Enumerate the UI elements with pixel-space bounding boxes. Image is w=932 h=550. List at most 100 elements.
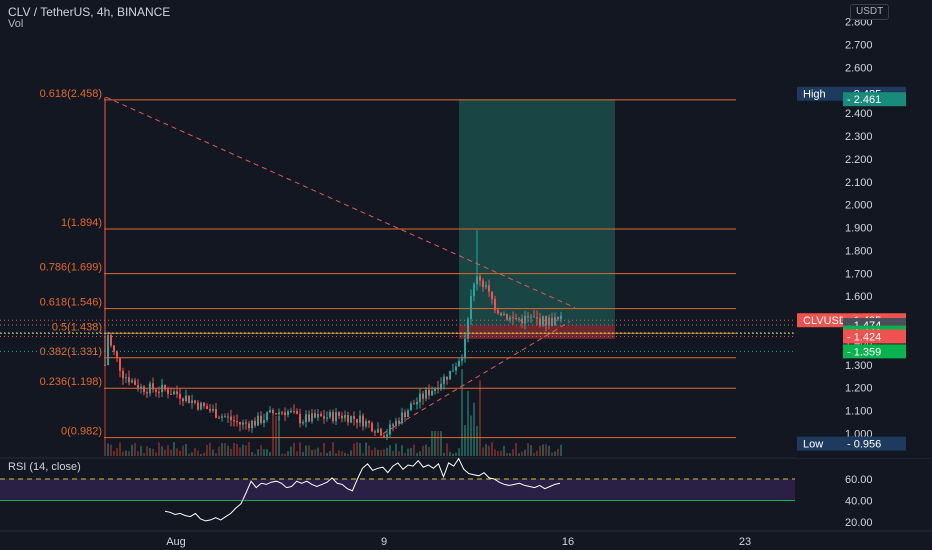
price-tick-label: 1.900 — [845, 223, 873, 235]
candle-body — [452, 370, 454, 372]
volume-bar — [212, 449, 214, 456]
volume-bar — [488, 445, 490, 456]
volume-bar — [218, 446, 220, 456]
volume-bar — [233, 443, 235, 456]
volume-bar — [245, 445, 247, 456]
price-tick-label: 1.200 — [845, 383, 873, 395]
candle-body — [344, 415, 346, 419]
volume-bar — [227, 445, 229, 456]
candle-body — [542, 316, 544, 326]
candle-body — [203, 402, 205, 406]
target-badge-value: - 2.461 — [847, 94, 881, 106]
volume-bar — [428, 446, 430, 456]
descending-trendline — [105, 96, 576, 309]
price-tick-label: 2.400 — [845, 108, 873, 120]
currency-button[interactable]: USDT — [850, 4, 890, 20]
volume-bar — [311, 449, 313, 456]
level-1359-badge-value-box — [843, 344, 906, 359]
candle-body — [299, 413, 301, 424]
volume-bar — [539, 446, 541, 456]
candle-body — [173, 391, 175, 395]
candle-body — [422, 393, 424, 399]
candle-body — [119, 358, 121, 371]
volume-bar — [170, 449, 172, 456]
time-tick-label: Aug — [166, 536, 186, 548]
symbol-title[interactable]: CLV / TetherUS, 4h, BINANCE — [8, 5, 171, 19]
volume-bar — [143, 452, 145, 456]
volume-bar — [137, 451, 139, 456]
fib-label: 0.618(2.458) — [40, 88, 102, 100]
price-tick-label: 2.000 — [845, 200, 873, 212]
volume-label: Vol — [8, 18, 24, 30]
candle-body — [164, 384, 166, 390]
volume-bar — [449, 451, 451, 456]
volume-bar — [209, 442, 211, 456]
candle-body — [560, 315, 562, 320]
candle-body — [533, 316, 535, 318]
candle-body — [239, 422, 241, 425]
candle-body — [521, 318, 523, 324]
candle-body — [518, 318, 520, 320]
candle-body — [170, 393, 172, 395]
candle-body — [233, 420, 235, 422]
candle-body — [125, 377, 127, 379]
candle-body — [371, 423, 373, 432]
candle-body — [398, 420, 400, 424]
candle-body — [116, 351, 118, 359]
volume-bar — [440, 431, 442, 456]
candle-body — [329, 412, 331, 418]
volume-bar — [452, 453, 454, 456]
volume-bar — [503, 445, 505, 456]
volume-bar — [407, 448, 409, 456]
volume-bar — [434, 431, 436, 456]
candle-body — [320, 414, 322, 417]
candle-body — [515, 317, 517, 320]
volume-bar — [479, 380, 481, 456]
candle-body — [152, 383, 154, 390]
candle-body — [269, 410, 271, 413]
candle-body — [389, 424, 391, 435]
fib-label: 0.382(1.331) — [40, 346, 102, 358]
volume-bar — [374, 447, 376, 456]
candle-body — [455, 366, 457, 371]
volume-bar — [329, 451, 331, 456]
volume-bar — [155, 452, 157, 456]
candle-body — [500, 313, 502, 316]
rsi-label[interactable]: RSI (14, close) — [8, 461, 81, 473]
candle-body — [254, 420, 256, 426]
candle-body — [350, 416, 352, 423]
candle-body — [305, 414, 307, 423]
volume-bar — [401, 445, 403, 456]
volume-bar — [278, 416, 280, 456]
candle-body — [191, 400, 193, 403]
position-zones — [459, 99, 615, 339]
candlesticks — [104, 97, 562, 440]
volume-bar — [467, 391, 469, 456]
volume-bar — [521, 451, 523, 456]
volume-bar — [236, 444, 238, 456]
volume-bar — [131, 444, 133, 456]
volume-bar — [557, 448, 559, 456]
candle-body — [374, 431, 376, 433]
candle-body — [317, 414, 319, 418]
volume-bar — [494, 449, 496, 456]
candle-body — [554, 317, 556, 326]
candle-body — [359, 415, 361, 423]
rsi-line — [164, 457, 561, 522]
candle-body — [293, 411, 295, 413]
volume-bar — [344, 452, 346, 456]
candle-body — [284, 412, 286, 416]
low-badge-label-box — [797, 436, 843, 451]
fib-label: 0.786(1.699) — [40, 262, 102, 274]
candle-body — [401, 412, 403, 424]
last-price-badge-label: CLVUSDT — [803, 315, 854, 327]
candle-body — [362, 415, 364, 427]
candle-body — [446, 376, 448, 380]
target-zone — [459, 99, 615, 326]
volume-bar — [545, 444, 547, 456]
candle-body — [308, 414, 310, 422]
rsi-band — [0, 479, 795, 501]
volume-bar — [335, 453, 337, 456]
high-badge-label-box — [797, 86, 843, 101]
